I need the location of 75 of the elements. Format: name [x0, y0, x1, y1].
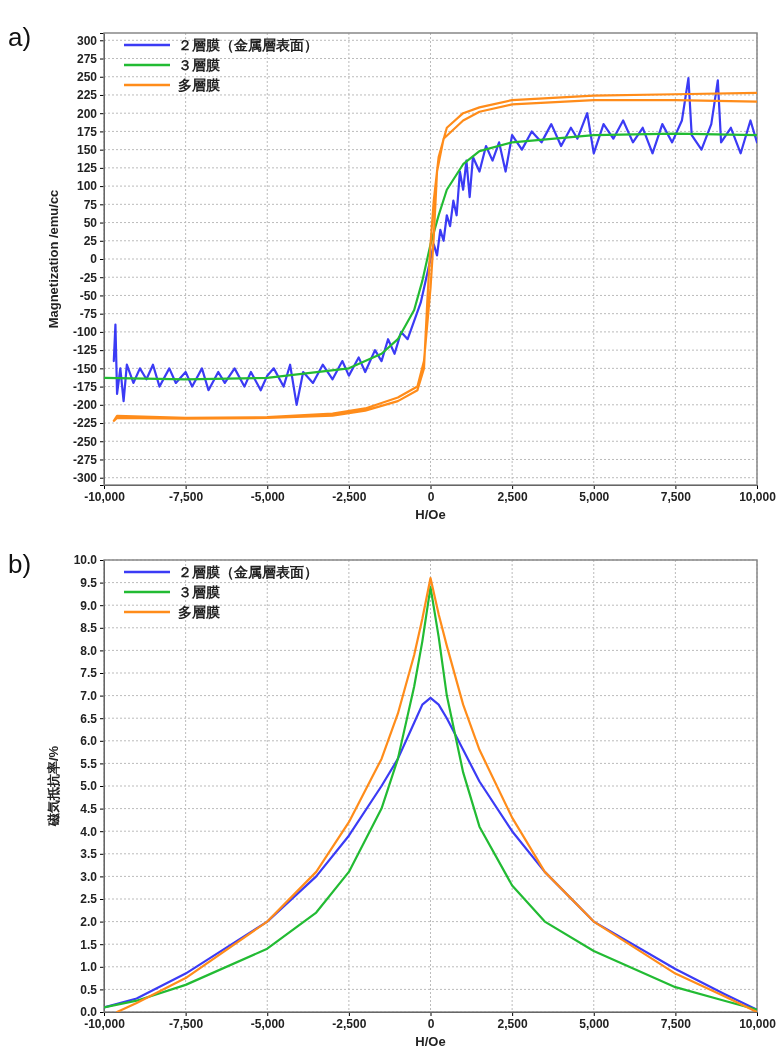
x-tick-label: 2,500	[497, 489, 528, 504]
y-tick-label: 8.0	[80, 643, 98, 658]
y-tick-label: -300	[72, 471, 98, 486]
y-tick-label: 250	[76, 70, 98, 85]
y-tick-label: -225	[72, 416, 98, 431]
x-tick-label: -7,500	[169, 489, 204, 504]
x-tick-label: 7,500	[660, 1016, 692, 1031]
y-tick-label: 275	[76, 51, 98, 66]
y-tick-label: -75	[79, 307, 98, 322]
legend-label: ３層膜	[178, 56, 221, 73]
y-tick-label: 3.5	[80, 847, 98, 862]
y-axis-title: 磁気抵抗率/%	[46, 745, 61, 828]
x-tick-label: 0	[427, 1016, 435, 1031]
y-tick-label: -25	[79, 270, 98, 285]
x-tick-label: 10,000	[739, 489, 777, 504]
x-axis-title: H/Oe	[415, 1034, 446, 1049]
y-tick-label: -275	[72, 452, 98, 467]
y-tick-label: -50	[79, 288, 98, 303]
y-tick-label: 5.5	[80, 756, 98, 771]
x-tick-label: -7,500	[169, 1016, 204, 1031]
x-tick-label: 2,500	[497, 1016, 528, 1031]
x-tick-label: 0	[427, 489, 435, 504]
legend-label: 多層膜	[178, 603, 221, 620]
x-tick-label: 10,000	[739, 1016, 777, 1031]
y-tick-label: 6.0	[80, 734, 98, 749]
x-tick-label: -2,500	[332, 1016, 367, 1031]
legend-label: ２層膜（金属層表面）	[178, 563, 318, 580]
x-tick-label: -2,500	[332, 489, 367, 504]
y-tick-label: 8.5	[80, 621, 98, 636]
y-tick-label: 7.0	[80, 688, 98, 703]
y-tick-label: 10.0	[73, 553, 98, 568]
y-tick-label: -100	[72, 325, 98, 340]
y-tick-label: 0	[90, 252, 98, 267]
y-axis-title: Magnetization /emu/cc	[46, 189, 61, 329]
y-tick-label: 300	[76, 33, 98, 48]
y-tick-label: 175	[76, 124, 98, 139]
y-tick-label: 3.0	[80, 869, 98, 884]
y-tick-label: 9.0	[80, 598, 98, 613]
y-tick-label: 9.5	[80, 575, 98, 590]
text: a)	[8, 22, 32, 52]
text: b)	[8, 549, 32, 579]
x-tick-label: -10,000	[84, 489, 126, 504]
y-tick-label: 6.5	[80, 711, 98, 726]
y-tick-label: 200	[76, 106, 98, 121]
legend-label: ２層膜（金属層表面）	[178, 36, 318, 53]
y-tick-label: 50	[83, 215, 98, 230]
y-tick-label: 2.5	[80, 892, 98, 907]
y-tick-label: 125	[76, 161, 98, 176]
x-tick-label: -5,000	[250, 489, 286, 504]
y-tick-label: 0.5	[80, 982, 98, 997]
y-tick-label: -150	[72, 361, 98, 376]
y-tick-label: 1.0	[80, 960, 98, 975]
y-tick-label: 2.0	[80, 914, 98, 929]
y-tick-label: 4.0	[80, 824, 98, 839]
y-tick-label: -250	[72, 434, 98, 449]
y-tick-label: -125	[72, 343, 98, 358]
x-axis-title: H/Oe	[415, 507, 446, 522]
y-tick-label: 100	[76, 179, 98, 194]
legend-label: 多層膜	[178, 76, 221, 93]
y-tick-label: 25	[83, 234, 98, 249]
y-tick-label: 5.0	[80, 779, 98, 794]
y-tick-label: 75	[83, 197, 98, 212]
y-tick-label: 225	[76, 88, 98, 103]
y-tick-label: 4.5	[80, 801, 98, 816]
legend-label: ３層膜	[178, 583, 221, 600]
y-tick-label: -200	[72, 398, 98, 413]
y-tick-label: 7.5	[80, 666, 98, 681]
x-tick-label: 7,500	[660, 489, 692, 504]
y-tick-label: 1.5	[80, 937, 98, 952]
x-tick-label: 5,000	[579, 1016, 610, 1031]
y-tick-label: -175	[72, 379, 98, 394]
x-tick-label: -5,000	[250, 1016, 286, 1031]
x-tick-label: 5,000	[579, 489, 610, 504]
y-tick-label: 150	[76, 142, 98, 157]
line-series	[104, 132, 757, 381]
